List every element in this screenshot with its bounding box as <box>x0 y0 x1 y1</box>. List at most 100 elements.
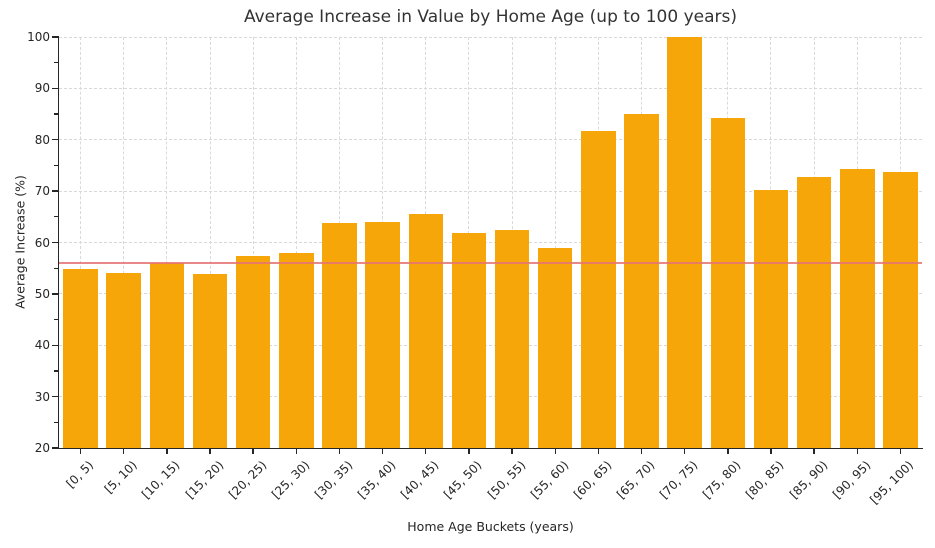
h-gridline <box>59 396 922 398</box>
bar <box>494 230 530 448</box>
y-tick-mark <box>51 344 58 346</box>
bar <box>365 221 400 448</box>
y-minor-tick-mark <box>54 318 58 321</box>
x-tick-mark <box>727 449 729 454</box>
bar <box>710 117 746 448</box>
y-tick-mark <box>51 241 58 244</box>
x-tick-label: [15, 20) <box>182 458 226 502</box>
y-tick-label: 70 <box>34 184 50 199</box>
y-minor-tick-mark <box>54 164 58 167</box>
y-tick-label: 50 <box>34 286 50 301</box>
bar <box>753 189 789 448</box>
bar <box>235 255 271 448</box>
x-tick-label: [10, 15) <box>139 458 183 502</box>
x-tick-label: [65, 70) <box>613 458 658 502</box>
v-gridline <box>123 37 125 448</box>
x-tick-mark <box>166 449 168 454</box>
bar <box>451 233 487 448</box>
y-minor-tick-mark <box>54 62 58 64</box>
x-tick-mark <box>468 449 470 454</box>
x-tick-label: [90, 95) <box>829 458 874 502</box>
h-gridline <box>59 344 922 346</box>
y-minor-tick-mark <box>54 267 58 269</box>
x-tick-label: [95, 100) <box>867 458 917 507</box>
y-minor-tick-mark <box>54 216 58 218</box>
bar <box>279 253 314 448</box>
x-tick-mark <box>338 449 341 454</box>
chart-title: Average Increase in Value by Home Age (u… <box>243 7 738 27</box>
x-tick-label: [25, 30) <box>268 458 313 502</box>
x-tick-mark <box>899 449 902 454</box>
bar <box>667 37 702 448</box>
y-tick-mark <box>51 447 58 449</box>
v-gridline <box>209 37 211 448</box>
x-tick-mark <box>640 449 643 454</box>
x-tick-mark <box>252 449 254 454</box>
v-gridline <box>80 37 82 448</box>
bar <box>192 274 228 448</box>
x-tick-label: [60, 65) <box>570 458 615 502</box>
x-tick-mark <box>79 449 82 454</box>
x-tick-label: [50, 55) <box>484 458 528 502</box>
h-gridline <box>59 293 922 295</box>
x-tick-label: [55, 60) <box>527 458 572 502</box>
h-gridline <box>59 242 922 243</box>
x-tick-mark <box>597 449 600 454</box>
y-axis-spine <box>57 36 60 449</box>
y-tick-label: 80 <box>34 132 50 147</box>
x-tick-mark <box>381 449 384 454</box>
x-tick-mark <box>209 449 211 454</box>
bar <box>149 263 185 448</box>
y-tick-label: 40 <box>34 338 50 353</box>
x-tick-label: [30, 35) <box>311 458 356 502</box>
bar <box>883 172 918 448</box>
y-tick-mark <box>51 293 58 295</box>
y-minor-tick-mark <box>54 421 58 423</box>
y-tick-mark <box>51 190 58 192</box>
x-tick-label: [0, 5) <box>63 458 97 491</box>
x-tick-label: [5, 10) <box>101 458 140 497</box>
x-tick-label: [40, 45) <box>398 458 442 502</box>
bar <box>840 168 875 448</box>
bar <box>322 223 357 448</box>
x-tick-mark <box>770 449 772 454</box>
v-gridline <box>252 37 254 448</box>
y-tick-label: 60 <box>34 235 50 250</box>
y-tick-mark <box>51 139 58 141</box>
y-tick-label: 30 <box>34 389 50 404</box>
bar <box>537 248 573 448</box>
v-gridline <box>166 37 168 448</box>
x-tick-label: [75, 80) <box>700 458 744 502</box>
y-tick-label: 100 <box>27 30 50 44</box>
x-tick-mark <box>425 449 427 454</box>
v-gridline <box>295 37 297 448</box>
x-tick-mark <box>683 449 686 454</box>
v-gridline <box>554 37 556 448</box>
bar <box>581 131 616 448</box>
plot-area <box>59 36 922 448</box>
bar <box>106 272 141 448</box>
x-tick-label: [35, 40) <box>355 458 399 502</box>
y-minor-tick-mark <box>54 113 58 115</box>
x-tick-mark <box>123 449 125 454</box>
y-tick-mark <box>51 87 58 90</box>
x-tick-label: [70, 75) <box>657 458 701 502</box>
x-tick-mark <box>813 449 815 454</box>
x-tick-label: [20, 25) <box>225 458 270 502</box>
x-tick-mark <box>856 449 858 454</box>
x-tick-label: [45, 50) <box>441 458 485 502</box>
h-gridline <box>59 190 922 192</box>
x-axis-tick-labels: [0, 5) [5, 10) [10, 15) [15, 20) [20, 25) [25… <box>59 458 922 518</box>
x-tick-mark <box>511 449 513 454</box>
reference-line <box>59 262 922 265</box>
x-axis-spine <box>57 447 923 450</box>
h-gridline <box>59 87 922 89</box>
h-gridline <box>59 36 922 38</box>
bar <box>796 176 832 448</box>
y-minor-tick-mark <box>54 370 58 372</box>
h-gridline <box>59 139 922 141</box>
x-tick-mark <box>295 449 298 454</box>
bar <box>63 269 98 448</box>
x-tick-label: [80, 85) <box>743 458 787 502</box>
